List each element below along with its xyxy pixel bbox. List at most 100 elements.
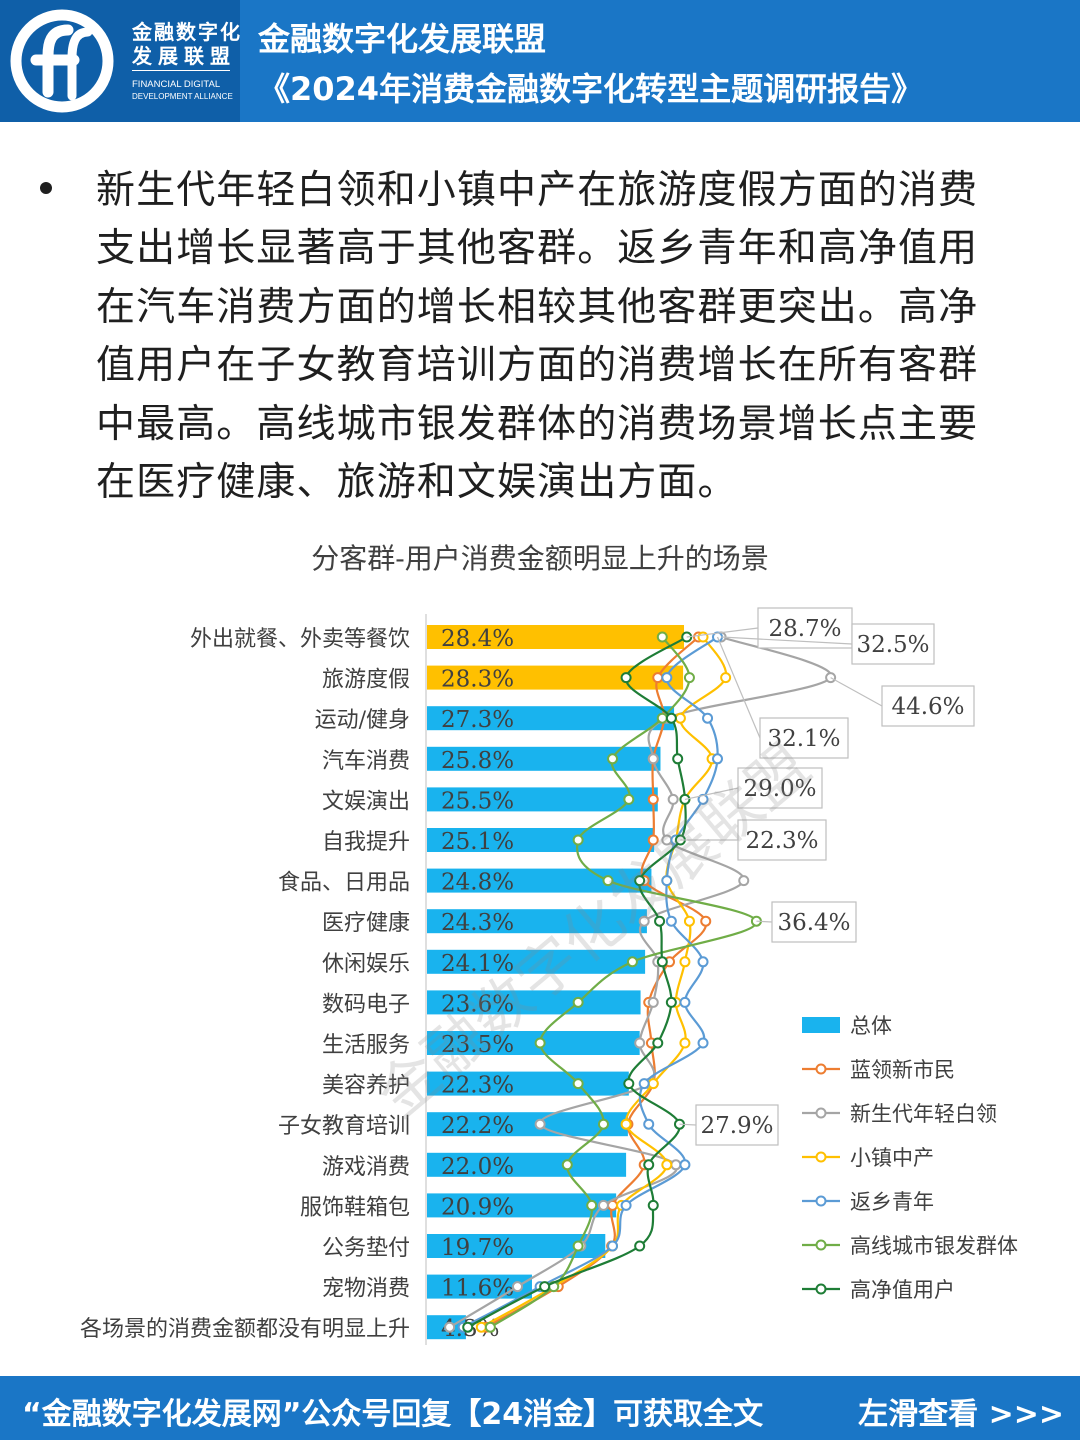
series-line [467, 636, 688, 1329]
series-point [679, 956, 691, 968]
header-bar: 金融数字化 发展联盟 FINANCIAL DIGITAL DEVELOPMENT… [0, 0, 1080, 122]
bar-value-label: 23.5% [441, 1032, 514, 1058]
legend-label: 高线城市银发群体 [850, 1234, 1018, 1258]
category-label: 运动/健身 [315, 708, 410, 733]
callout-label: 44.6% [891, 694, 964, 720]
legend-marker [815, 1151, 827, 1163]
swipe-hint[interactable]: 左滑查看 >>> [858, 1397, 1064, 1432]
bar [427, 706, 675, 731]
series-point [679, 1037, 691, 1049]
legend-marker [815, 1195, 827, 1207]
callout-box [771, 901, 857, 943]
bar [427, 1031, 640, 1055]
bar [427, 828, 655, 852]
callout-label: 32.1% [767, 726, 840, 752]
legend-label: 总体 [850, 1014, 892, 1038]
callout-box [759, 717, 849, 759]
series-point [607, 753, 619, 765]
category-label: 数码电子 [322, 992, 410, 1017]
bar-value-label: 25.8% [441, 748, 514, 774]
footer-cta: “金融数字化发展网”公众号回复【24消金】可获取全文 [22, 1397, 764, 1432]
legend-label: 新生代年轻白领 [850, 1102, 997, 1126]
series-point [665, 915, 677, 927]
chart-title: 分客群-用户消费金额明显上升的场景 [311, 542, 768, 575]
category-label: 生活服务 [322, 1033, 410, 1058]
series-point [697, 1037, 709, 1049]
series-point [679, 996, 691, 1008]
callout-box [737, 819, 827, 861]
logo-cn-line2: 发展联盟 [132, 44, 236, 68]
series-point [656, 956, 668, 968]
category-label: 外出就餐、外卖等餐饮 [190, 627, 410, 652]
category-label: 自我提升 [322, 830, 410, 855]
series-point [674, 712, 686, 724]
series-point [643, 1118, 655, 1130]
bar [427, 1071, 629, 1096]
legend-swatch [802, 1017, 840, 1033]
series-point [656, 631, 668, 643]
series-point [623, 1078, 635, 1090]
series-point [665, 712, 677, 724]
series-point [647, 1078, 659, 1090]
bar-value-label: 25.1% [441, 829, 514, 855]
series-point [661, 1159, 673, 1171]
scene-chart: 分客群-用户消费金额明显上升的场景 外出就餐、外卖等餐饮 28.4% 旅游度假 28.… [80, 542, 1018, 1345]
footer-bar: “金融数字化发展网”公众号回复【24消金】可获取全文 左滑查看 >>> [0, 1376, 1080, 1440]
bar-value-label: 19.7% [441, 1235, 514, 1261]
callout-label: 29.0% [743, 776, 816, 802]
logo-en-line1: FINANCIAL DIGITAL [132, 79, 221, 90]
bar [427, 1193, 617, 1218]
bar-value-label: 23.6% [441, 991, 514, 1017]
callout-box [737, 767, 823, 809]
series-point [561, 1159, 573, 1171]
summary-line: 支出增长显著高于其他客群。返乡青年和高净值用 [96, 226, 979, 272]
logo: 金融数字化 发展联盟 FINANCIAL DIGITAL DEVELOPMENT… [0, 0, 240, 122]
series-point [620, 1118, 632, 1130]
bar-value-label: 11.6% [441, 1276, 514, 1302]
bar-value-label: 24.8% [441, 870, 514, 896]
summary-line: 值用户在子女教育培训方面的消费增长在所有客群 [96, 343, 979, 389]
header-title: 金融数字化发展联盟 [258, 20, 547, 58]
bar [427, 909, 647, 934]
logo-cn-line1: 金融数字化 [132, 20, 242, 44]
bar-value-label: 20.9% [441, 1194, 514, 1220]
callout-box [851, 623, 935, 665]
series-point [634, 875, 646, 887]
bar-series: 外出就餐、外卖等餐饮 28.4% 旅游度假 28.3% 运动/健身 27.3% 汽车消费 25… [80, 614, 685, 1345]
bar-value-label: 28.3% [441, 667, 514, 693]
series-point [475, 1321, 487, 1333]
series-point [638, 1078, 650, 1090]
category-label: 医疗健康 [322, 911, 410, 936]
category-label: 游戏消费 [322, 1155, 410, 1180]
series-point [534, 1037, 546, 1049]
category-label: 服饰鞋箱包 [300, 1195, 410, 1220]
callout-box [881, 685, 975, 727]
series-point [647, 753, 659, 765]
bar-value-label: 27.3% [441, 707, 514, 733]
bar [427, 665, 684, 690]
callout-label: 36.4% [777, 910, 850, 936]
value-callouts: 28.7% 32.5% 44.6% 32.1% 29.0% 22.3% 36.4% 27.9% [679, 607, 975, 1146]
summary-line: 新生代年轻白领和小镇中产在旅游度假方面的消费 [96, 168, 979, 213]
callout-label: 27.9% [700, 1113, 773, 1139]
series-point [672, 753, 684, 765]
summary-text: 新生代年轻白领和小镇中产在旅游度假方面的消费 支出增长显著高于其他客群。返乡青年… [96, 162, 1046, 512]
series-line [462, 636, 719, 1329]
series-point [512, 1281, 523, 1293]
legend-marker [815, 1107, 827, 1119]
series-point [720, 672, 732, 684]
series-point [634, 1037, 646, 1049]
series-point [623, 793, 635, 805]
bar [427, 625, 685, 649]
series-point [586, 1199, 598, 1211]
category-label: 各场景的消费金额都没有明显上升 [80, 1317, 410, 1342]
series-point [647, 996, 659, 1008]
series-point [572, 1078, 584, 1090]
series-point [665, 996, 677, 1008]
series-point [697, 956, 709, 968]
series-point [661, 875, 673, 887]
series-point [683, 672, 695, 684]
bar-value-label: 22.2% [441, 1113, 514, 1139]
callout-leader [721, 636, 853, 645]
